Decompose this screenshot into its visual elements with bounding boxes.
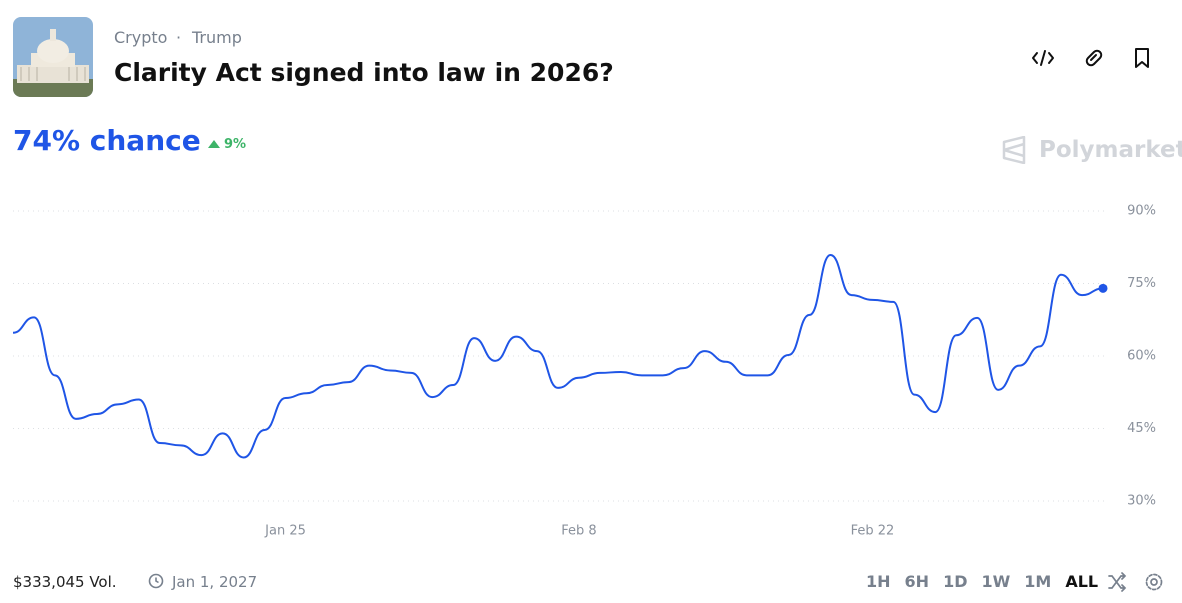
- range-button[interactable]: 1H: [866, 572, 891, 591]
- x-tick-label: Feb 22: [851, 524, 895, 539]
- shuffle-icon[interactable]: [1108, 572, 1127, 592]
- range-button[interactable]: ALL: [1065, 572, 1099, 591]
- bookmark-icon[interactable]: [1135, 48, 1149, 68]
- range-buttons: 1H 6H 1D 1W 1M ALL: [866, 572, 1098, 591]
- range-button[interactable]: 1W: [981, 572, 1011, 591]
- brand: Polymarket: [1039, 137, 1182, 163]
- market-image: [13, 17, 93, 97]
- chart-controls: [1108, 572, 1163, 592]
- change: 9%: [224, 137, 247, 152]
- y-tick-label: 45%: [1127, 421, 1156, 436]
- breadcrumb-separator: ·: [176, 28, 182, 47]
- brand-logo: [1002, 136, 1026, 164]
- x-tick-label: Feb 8: [561, 524, 596, 539]
- range-button[interactable]: 6H: [904, 572, 930, 591]
- y-tick-label: 60%: [1127, 349, 1156, 364]
- volume: $333,045 Vol.: [13, 573, 117, 591]
- breadcrumb[interactable]: Trump: [192, 28, 242, 47]
- end-date: Jan 1, 2027: [172, 573, 258, 591]
- embed-icon[interactable]: [1032, 50, 1054, 66]
- chart: 30% 45% 60% 75% 90% Jan 25 Feb 8 Feb 22: [12, 204, 1156, 539]
- up-arrow: [208, 140, 220, 148]
- y-tick-label: 90%: [1127, 204, 1156, 219]
- price-line: [12, 253, 1104, 459]
- x-tick-label: Jan 25: [264, 524, 306, 539]
- settings-icon[interactable]: [1145, 573, 1163, 591]
- market-title: Clarity Act signed into law in 2026?: [114, 58, 614, 87]
- link-icon[interactable]: [1085, 49, 1103, 67]
- action-icons: [1032, 48, 1149, 68]
- y-tick-label: 30%: [1127, 494, 1156, 509]
- range-button[interactable]: 1M: [1024, 572, 1052, 591]
- last-point: [1098, 283, 1108, 293]
- clock-icon: [148, 573, 164, 589]
- chance: 74% chance: [13, 124, 201, 157]
- y-tick-label: 75%: [1127, 276, 1156, 291]
- range-button[interactable]: 1D: [943, 572, 968, 591]
- breadcrumb[interactable]: Crypto: [114, 28, 168, 47]
